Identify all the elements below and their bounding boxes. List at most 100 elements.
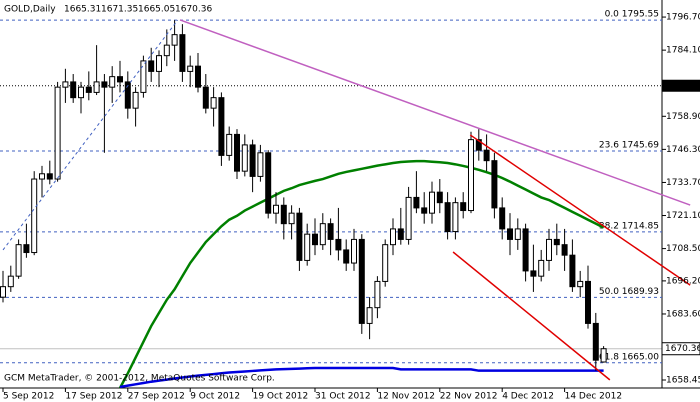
candle-body — [109, 76, 116, 88]
candle-body — [553, 238, 560, 246]
current-price-box — [661, 342, 700, 356]
fib-label: 61.8 1665.00 — [599, 352, 659, 362]
candle-body — [85, 86, 92, 93]
header: GOLD,Daily 1665.31 1671.35 1665.05 1670.… — [4, 5, 212, 15]
candle-body — [15, 244, 22, 277]
y-tick-label: 1796.70 — [666, 13, 700, 23]
candle-body — [436, 191, 443, 204]
y-tick-label: 1683.60 — [666, 309, 700, 319]
candle-body — [444, 202, 451, 233]
candle-body — [70, 81, 77, 99]
candle-body — [156, 55, 162, 72]
candle-body — [382, 244, 389, 282]
ohlc-close: 1670.36 — [175, 5, 212, 15]
candle-body — [288, 212, 295, 225]
candle-body — [592, 322, 599, 361]
ohlc-low: 1665.05 — [138, 5, 175, 15]
candle-body — [132, 91, 139, 109]
x-tick-label: 31 Oct 2012 — [315, 392, 371, 402]
current-price-label: 1670.36 — [665, 344, 700, 354]
candle-body — [23, 244, 30, 254]
x-tick-label: 22 Nov 2012 — [440, 392, 498, 402]
candle-body — [577, 280, 584, 288]
candle-body — [163, 44, 170, 57]
candle-body — [405, 196, 412, 240]
candle-body — [569, 254, 576, 288]
axes: 1796.70 1784.10 1758.90 1746.30 1733.70 1721.… — [2, 13, 700, 402]
candle-body — [7, 275, 14, 288]
candle-body — [140, 60, 147, 93]
candle-body — [499, 207, 506, 230]
candle-body — [475, 139, 482, 151]
candle-body — [54, 86, 61, 180]
x-tick-label: 4 Dec 2012 — [502, 392, 554, 402]
candle-body — [335, 238, 342, 251]
candle-body — [117, 76, 123, 83]
moving-average — [119, 366, 604, 388]
candle-body — [491, 160, 498, 209]
candle-body — [195, 65, 201, 88]
symbol: GOLD,Daily — [4, 5, 56, 15]
y-tick-label: 1658.45 — [666, 375, 700, 385]
plot: 0.0 1795.55 23.6 1745.69 38.2 1714.85 50.0 … — [0, 10, 691, 388]
x-tick-label: 14 Dec 2012 — [565, 392, 623, 402]
candle-body — [280, 204, 287, 225]
candle-body — [397, 228, 404, 240]
footer: GCM MetaTrader, © 2001-2012, MetaQuotes … — [4, 374, 275, 384]
candle-body — [522, 228, 529, 272]
candle-body — [187, 65, 194, 72]
candle-body — [421, 207, 428, 214]
candle-body — [101, 81, 108, 88]
fib-label: 38.2 1714.85 — [599, 221, 659, 231]
y-tick-label: 1696.20 — [666, 276, 700, 286]
candle-body — [358, 238, 365, 324]
candle-body — [296, 212, 303, 261]
x-tick-label: 9 Oct 2012 — [190, 392, 240, 402]
x-tick-label: 12 Nov 2012 — [377, 392, 435, 402]
y-tick-label: 1784.10 — [666, 46, 700, 56]
x-tick-label: 17 Sep 2012 — [65, 392, 122, 402]
candle-body — [93, 81, 100, 93]
candle-body — [468, 139, 474, 212]
candle-body — [585, 280, 591, 324]
candle-body — [148, 60, 155, 72]
candle-body — [304, 233, 311, 261]
trendline — [2, 19, 179, 251]
fib-label: 23.6 1745.69 — [599, 140, 659, 150]
candle-body — [124, 81, 131, 109]
ohlc-open: 1665.31 — [64, 5, 101, 15]
y-tick-label: 1708.50 — [666, 244, 700, 254]
candle-body — [413, 196, 420, 209]
candle-body — [452, 202, 459, 233]
candle-body — [374, 280, 381, 309]
candle-body — [62, 81, 69, 88]
x-tick-label: 27 Sep 2012 — [128, 392, 185, 402]
candle-body — [538, 259, 545, 277]
trendline — [179, 19, 691, 206]
candle-body — [483, 149, 490, 162]
y-tick-label: 1721.10 — [666, 211, 700, 221]
trendline — [469, 134, 691, 286]
candle-body — [351, 238, 357, 264]
candle-body — [210, 97, 217, 109]
candle-body — [561, 244, 568, 256]
candle-body — [179, 34, 186, 72]
y-tick-label: 1733.70 — [666, 178, 700, 188]
candle-body — [327, 223, 334, 240]
candle-body — [249, 144, 256, 177]
y-tick-label: 1758.90 — [666, 112, 700, 122]
candle-body — [46, 173, 53, 180]
candle-body — [390, 228, 396, 246]
candle-body — [460, 202, 467, 212]
candle-body — [39, 173, 45, 180]
x-tick-label: 19 Oct 2012 — [253, 392, 309, 402]
candle-body — [343, 249, 350, 264]
candle-body — [218, 97, 225, 156]
ohlc-high: 1671.35 — [101, 5, 138, 15]
candle-body — [514, 228, 521, 240]
marked-level-label: 1770.54 — [665, 81, 700, 91]
moving-average — [118, 159, 605, 388]
candle-body — [429, 191, 435, 214]
candle-body — [273, 204, 279, 214]
